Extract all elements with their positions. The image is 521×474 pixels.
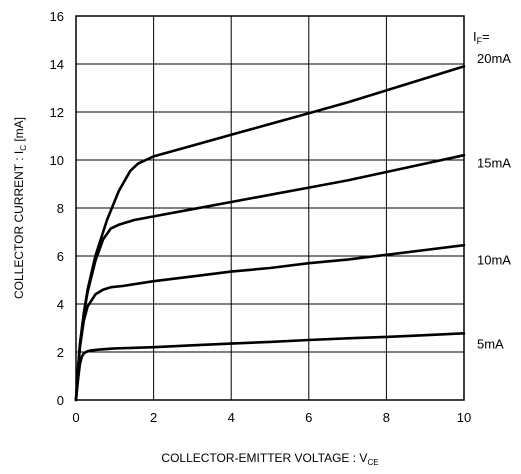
x-tick-labels: 0 2 4 6 8 10: [72, 410, 471, 425]
series-line-5mA: [74, 331, 466, 402]
y-tick-label: 0: [57, 393, 64, 408]
x-axis-title: COLLECTOR-EMITTER VOLTAGE : VCE: [161, 451, 378, 467]
y-tick-label: 2: [57, 345, 64, 360]
x-tick-label: 4: [228, 410, 235, 425]
series-curves: [74, 65, 466, 402]
y-tick-labels: 0 2 4 6 8 10 12 14 16: [50, 9, 64, 408]
y-tick-label: 16: [50, 9, 64, 24]
series-line-15mA: [74, 153, 466, 402]
y-tick-label: 12: [50, 105, 64, 120]
y-tick-label: 8: [57, 201, 64, 216]
series-label-20mA: 20mA: [477, 51, 511, 66]
y-axis-title: COLLECTOR CURRENT : IC [mA]: [12, 117, 28, 299]
series-labels: 20mA 15mA 10mA 5mA: [477, 51, 511, 352]
series-label-15mA: 15mA: [477, 155, 511, 170]
x-tick-label: 2: [150, 410, 157, 425]
y-tick-label: 6: [57, 249, 64, 264]
legend-title: IF=: [473, 29, 490, 46]
grid: [76, 16, 464, 400]
y-tick-label: 4: [57, 297, 64, 312]
plot-frame: [75, 15, 465, 401]
x-tick-label: 0: [72, 410, 79, 425]
x-tick-label: 10: [457, 410, 471, 425]
x-tick-label: 8: [383, 410, 390, 425]
y-tick-label: 10: [50, 153, 64, 168]
x-tick-label: 6: [305, 410, 312, 425]
series-label-10mA: 10mA: [477, 253, 511, 268]
y-tick-label: 14: [50, 57, 64, 72]
series-line-10mA: [74, 243, 466, 402]
series-line-20mA: [74, 65, 466, 402]
series-label-5mA: 5mA: [477, 337, 504, 352]
